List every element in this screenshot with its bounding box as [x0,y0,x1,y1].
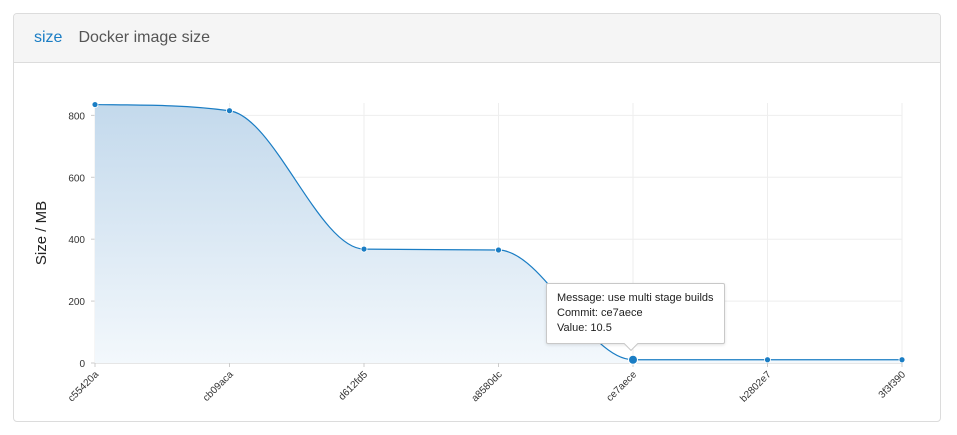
tooltip-message: Message: use multi stage builds [557,292,714,304]
series-area [95,104,902,364]
y-axis-label: Size / MB [33,201,50,265]
highlighted-data-point [628,354,638,365]
y-tick-label: 400 [68,235,85,246]
data-point [898,356,906,364]
y-tick-label: 600 [68,173,85,184]
y-tick-label: 0 [79,359,85,370]
data-point [495,246,502,254]
y-tick-label: 200 [68,297,85,308]
metric-description: Docker image size [78,29,211,46]
metric-panel: size Docker image size 0 200 400 600 800 c554… [13,13,941,422]
chart-area: 0 200 400 600 800 c55420a cb09aca d612fd5 a8580d… [14,63,940,421]
x-tick-label: b2802e7 [738,369,774,405]
data-point [360,245,368,253]
x-tick-label: c55420a [66,369,101,404]
y-tick-label: 800 [68,111,85,122]
data-tooltip: Message: use multi stage builds Commit: … [546,283,725,352]
data-point [764,356,771,364]
panel-header: size Docker image size [14,14,940,63]
x-tick-label: ce7aece [605,369,640,404]
data-point [226,107,233,115]
x-tick-label: cb09aca [201,369,236,404]
tooltip-commit: Commit: ce7aece [557,307,643,319]
x-tick-label: d612fd5 [337,369,371,403]
size-chart: 0 200 400 600 800 c55420a cb09aca d612fd5 a8580d… [33,101,909,405]
x-tick-label: a8580dc [470,369,505,404]
x-tick-label: 3f3f390 [877,369,909,401]
data-point [91,101,99,108]
metric-name-link[interactable]: size [34,29,63,46]
tooltip-value: Value: 10.5 [557,322,612,334]
